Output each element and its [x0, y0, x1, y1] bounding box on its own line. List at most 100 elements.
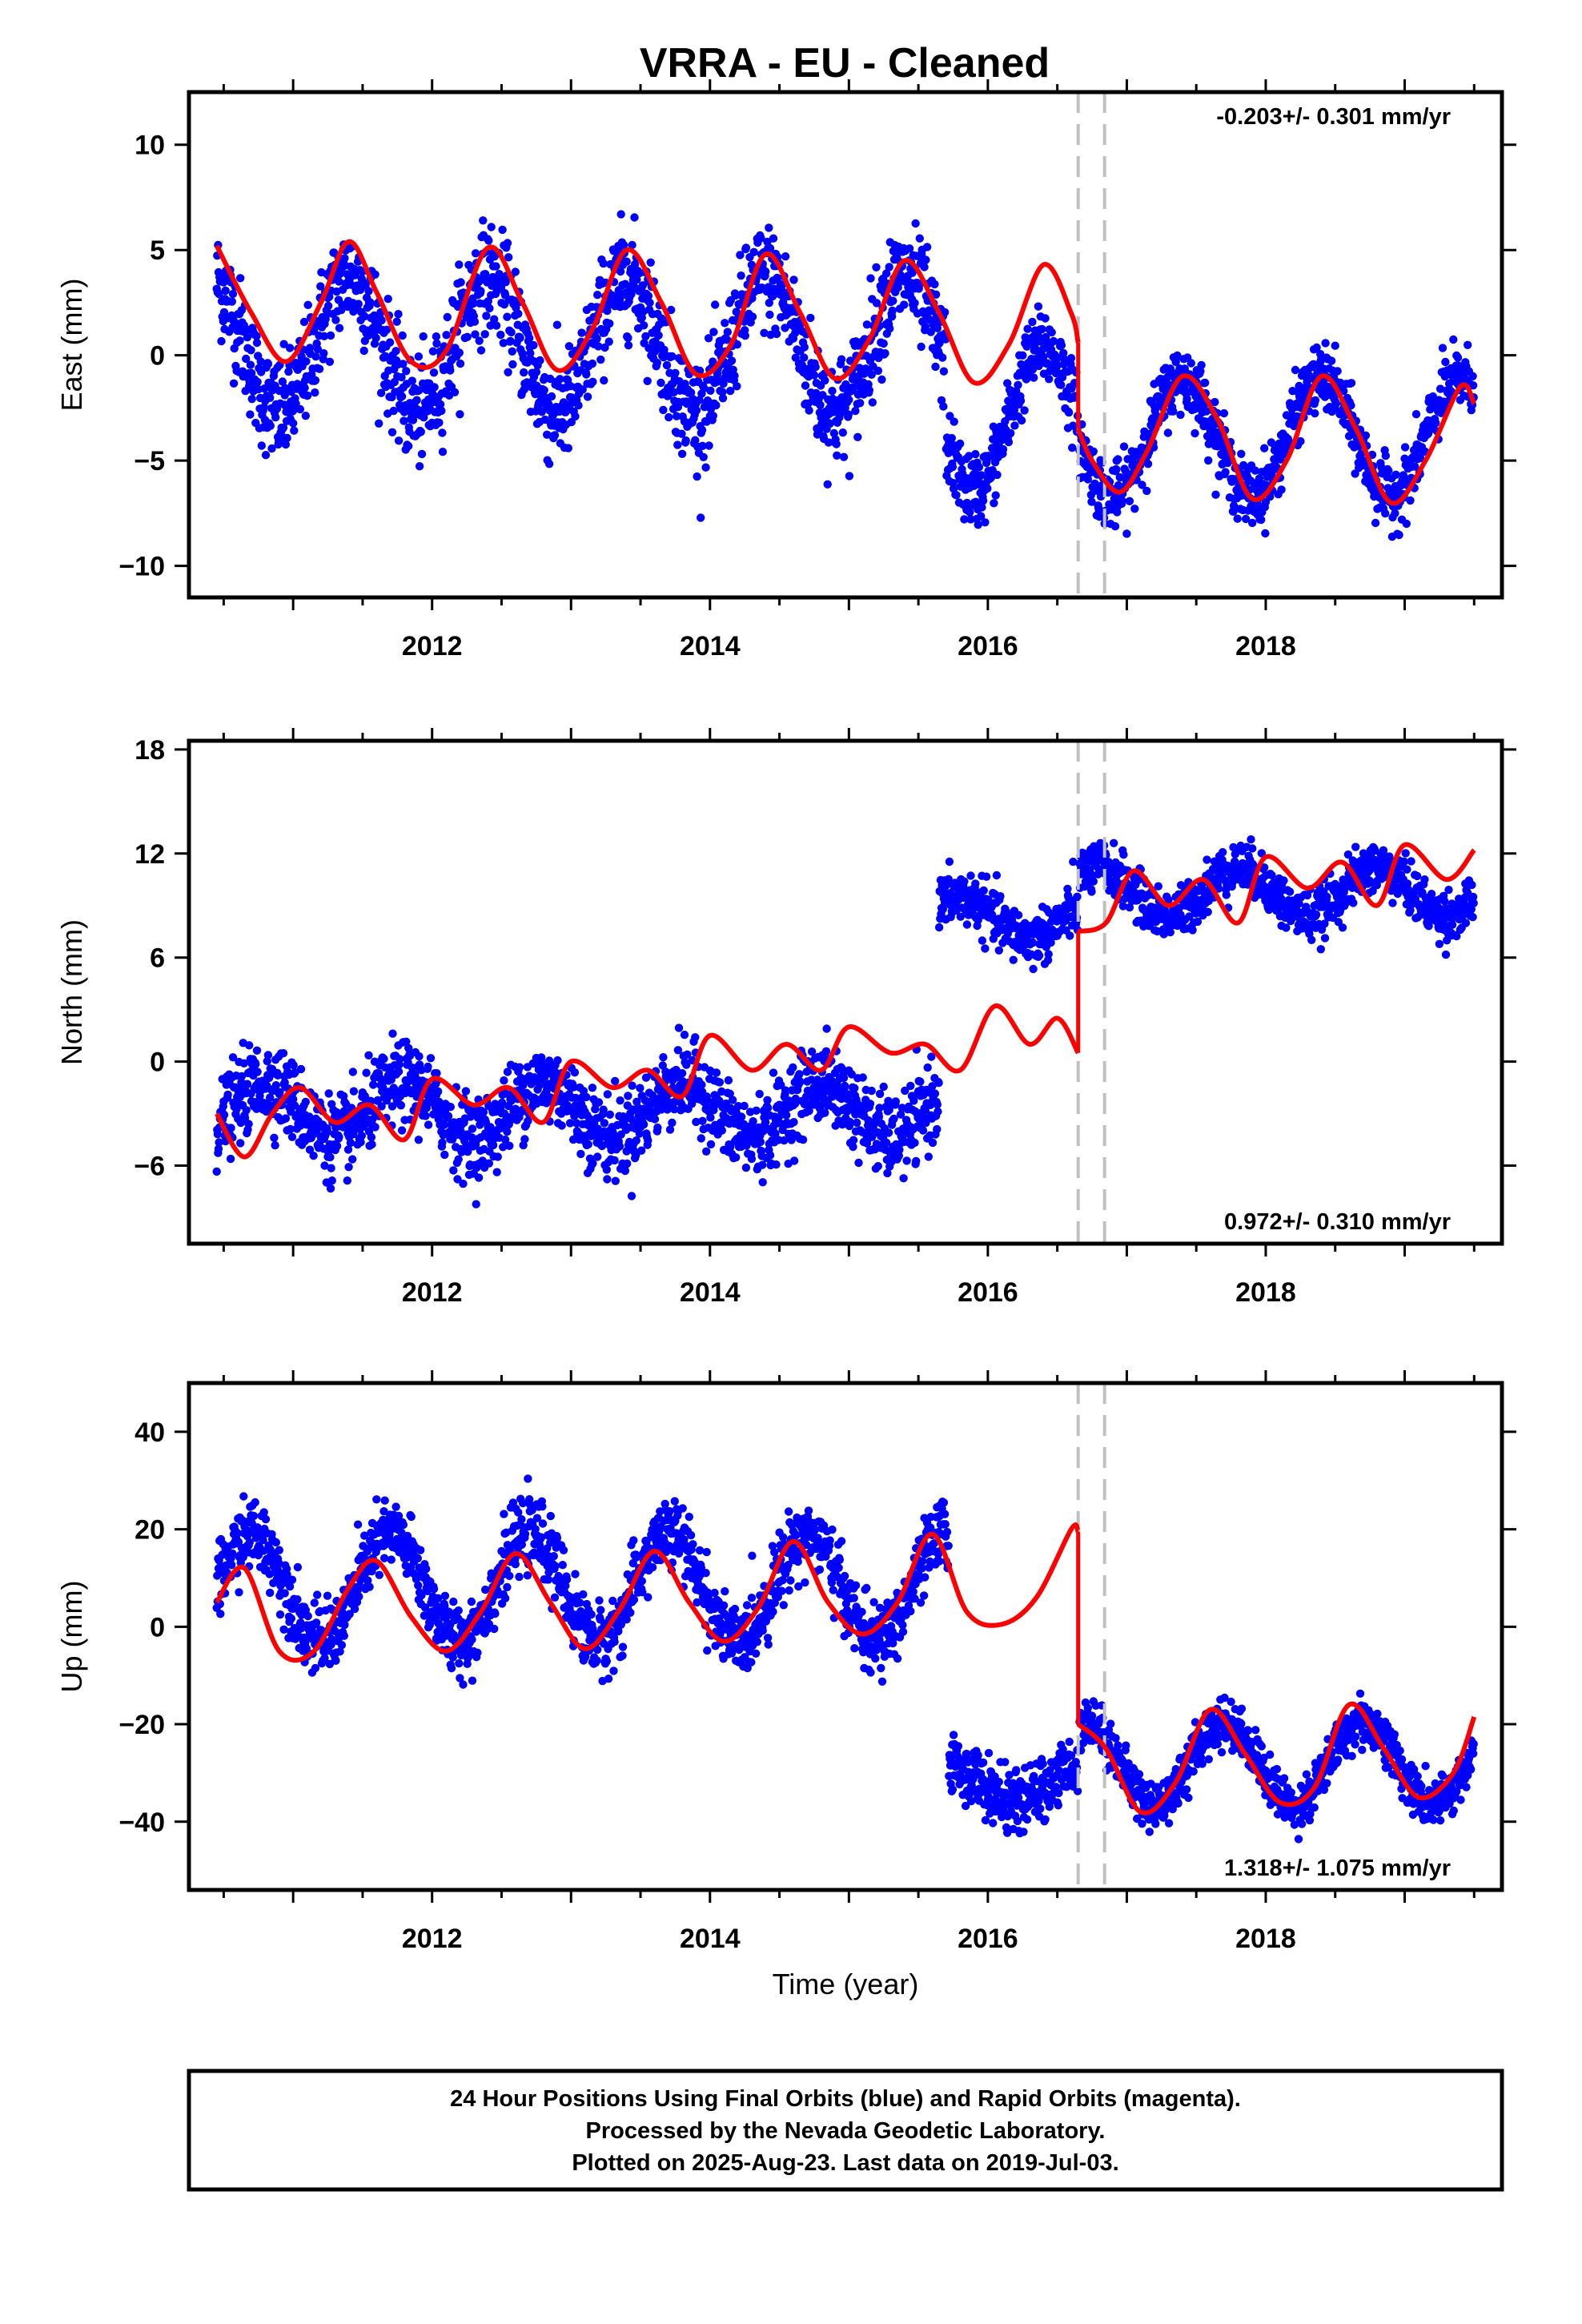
data-point: [215, 290, 223, 299]
data-point: [228, 289, 238, 299]
y-tick-label: −10: [118, 552, 165, 582]
data-point: [882, 1138, 891, 1148]
data-point: [1022, 342, 1031, 351]
data-point: [723, 336, 732, 344]
data-point: [879, 1082, 888, 1092]
data-point: [529, 340, 538, 350]
data-point: [303, 300, 312, 309]
data-point: [243, 1080, 252, 1088]
data-point: [833, 451, 841, 460]
data-point: [977, 512, 986, 521]
data-point: [733, 340, 742, 349]
data-point: [578, 385, 587, 394]
data-point: [956, 912, 966, 921]
data-point: [503, 239, 512, 247]
data-point: [990, 499, 998, 508]
data-point: [369, 1080, 378, 1089]
data-point: [217, 336, 226, 346]
data-point: [367, 1140, 376, 1149]
data-point: [1223, 457, 1233, 467]
data-point: [397, 392, 407, 401]
data-point: [484, 1159, 494, 1168]
east-rate-label: -0.203+/- 0.301 mm/yr: [1216, 104, 1451, 130]
data-point: [281, 1114, 291, 1123]
data-point: [247, 346, 255, 355]
data-point: [1083, 475, 1093, 484]
data-point: [226, 1154, 235, 1164]
data-point: [1339, 387, 1348, 396]
data-point: [1416, 453, 1425, 463]
data-point: [816, 400, 825, 409]
data-point: [320, 1161, 329, 1170]
data-point: [456, 410, 464, 419]
data-point: [761, 267, 770, 276]
data-point: [930, 279, 939, 289]
data-point: [1169, 407, 1178, 416]
data-point: [777, 1080, 785, 1090]
data-point: [1435, 384, 1445, 393]
data-point: [429, 368, 439, 377]
data-point: [824, 438, 833, 447]
data-point: [505, 1141, 514, 1151]
data-point: [1057, 380, 1066, 389]
data-point: [540, 386, 548, 395]
data-point: [247, 368, 256, 378]
data-point: [397, 372, 406, 382]
data-point: [894, 1152, 904, 1160]
data-point: [1010, 421, 1019, 430]
data-point: [950, 417, 958, 426]
data-point: [1034, 951, 1044, 960]
data-point: [879, 339, 888, 348]
data-point: [1073, 892, 1082, 902]
x-tick-label: 2012: [402, 631, 463, 661]
data-point: [691, 436, 700, 444]
data-point: [996, 892, 1005, 901]
data-point: [1125, 903, 1134, 912]
data-point: [520, 368, 528, 377]
data-point: [697, 1080, 706, 1089]
data-point: [1188, 926, 1197, 935]
data-point: [459, 1180, 468, 1188]
data-point: [1402, 519, 1411, 529]
data-point: [662, 360, 672, 370]
data-point: [387, 428, 397, 436]
data-point: [1431, 419, 1440, 428]
data-point: [1251, 466, 1259, 475]
data-point: [789, 1063, 797, 1072]
data-point: [547, 392, 556, 401]
data-point: [231, 318, 239, 327]
data-point: [242, 1106, 251, 1115]
data-point: [499, 1143, 508, 1152]
data-point: [438, 1138, 447, 1148]
data-point: [765, 299, 773, 308]
data-point: [478, 1156, 487, 1165]
data-point: [438, 448, 448, 456]
data-point: [992, 870, 1002, 880]
data-point: [697, 425, 707, 435]
data-point: [456, 359, 465, 368]
data-point: [844, 410, 853, 419]
data-point: [455, 260, 464, 269]
data-point: [415, 462, 424, 471]
data-point: [1331, 399, 1341, 408]
data-point: [611, 1076, 620, 1086]
data-point: [780, 1136, 789, 1145]
data-point: [1203, 855, 1211, 864]
data-point: [966, 871, 975, 880]
data-point: [256, 357, 265, 366]
data-point: [1003, 379, 1012, 388]
data-point: [468, 1124, 477, 1133]
data-point: [858, 1073, 867, 1082]
data-point: [553, 1055, 562, 1065]
data-point: [481, 270, 490, 279]
data-point: [434, 1087, 443, 1096]
data-point: [1018, 351, 1027, 360]
data-point: [327, 1164, 335, 1172]
data-point: [469, 299, 478, 308]
data-point: [240, 1113, 250, 1123]
data-point: [271, 1081, 280, 1090]
data-point: [718, 394, 728, 403]
data-point: [682, 1060, 691, 1069]
data-point: [373, 1096, 383, 1105]
data-point: [630, 259, 640, 269]
